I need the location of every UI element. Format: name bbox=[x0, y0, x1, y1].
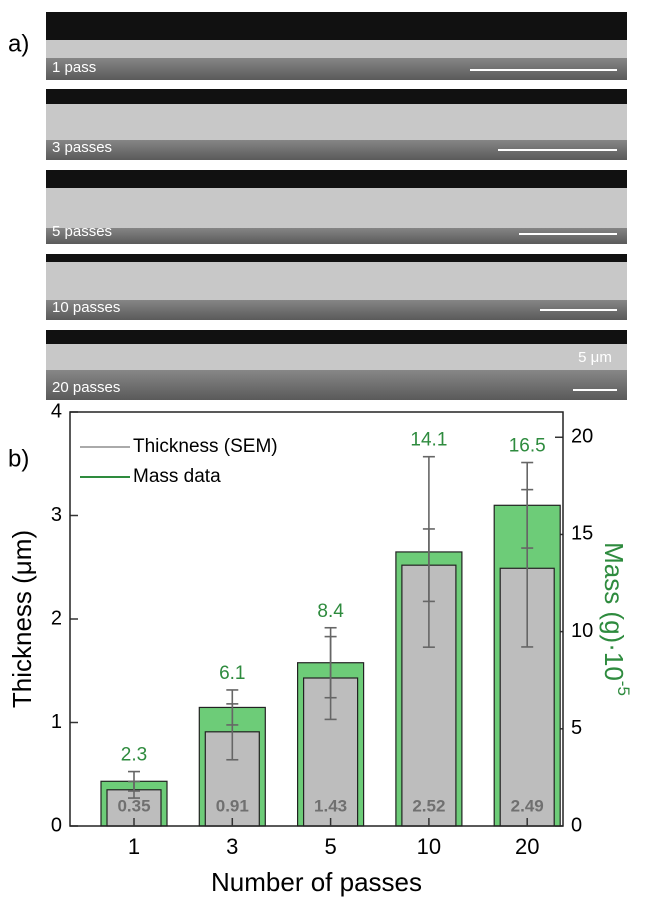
sem-film bbox=[46, 344, 627, 370]
panel-label: a) bbox=[8, 30, 29, 57]
y-tick-label: 4 bbox=[51, 400, 62, 422]
value-label: 1.43 bbox=[314, 796, 347, 815]
x-tick-label: 3 bbox=[226, 834, 238, 859]
value-label: 0.35 bbox=[117, 796, 150, 815]
sem-label: 3 passes bbox=[52, 139, 112, 156]
x-tick-label: 10 bbox=[417, 834, 441, 859]
legend-label: Thickness (SEM) bbox=[133, 436, 278, 457]
sem-film bbox=[46, 262, 627, 300]
sem-film bbox=[46, 104, 627, 140]
value-label: 6.1 bbox=[219, 663, 245, 684]
sem-label: 20 passes bbox=[52, 379, 120, 396]
value-label: 16.5 bbox=[509, 436, 546, 457]
sem-film bbox=[46, 40, 627, 58]
y2-tick-label: 0 bbox=[571, 814, 582, 836]
value-label: 0.91 bbox=[216, 796, 249, 815]
y2-axis-label: Mass (g)·10-5 bbox=[599, 542, 632, 696]
x-tick-label: 5 bbox=[324, 834, 336, 859]
y2-axis-label-main: Mass (g)·10 bbox=[599, 542, 629, 681]
legend-label: Mass data bbox=[133, 466, 221, 487]
sem-image: 10 passes bbox=[46, 254, 627, 320]
y-tick-label: 3 bbox=[51, 504, 62, 526]
value-label: 8.4 bbox=[317, 601, 344, 622]
sem-label: 1 pass bbox=[52, 59, 96, 76]
sem-label: 10 passes bbox=[52, 299, 120, 316]
y2-tick-label: 20 bbox=[571, 426, 593, 448]
scale-bar-label: 5 μm bbox=[578, 349, 612, 366]
value-label: 14.1 bbox=[410, 430, 447, 451]
sem-film bbox=[46, 188, 627, 228]
x-axis-label: Number of passes bbox=[211, 867, 422, 897]
y2-tick-label: 10 bbox=[571, 620, 593, 642]
value-label: 2.52 bbox=[412, 796, 445, 815]
sem-substrate bbox=[46, 298, 627, 320]
value-label: 2.49 bbox=[511, 796, 544, 815]
sem-images: 1 pass 3 passes 5 passes 10 passes 20 passes… bbox=[46, 12, 627, 400]
sem-image: 3 passes bbox=[46, 89, 627, 160]
sem-substrate bbox=[46, 368, 627, 400]
sem-image: 1 pass bbox=[46, 12, 627, 80]
sem-substrate bbox=[46, 56, 627, 80]
sem-label: 5 passes bbox=[52, 223, 112, 240]
y-tick-label: 2 bbox=[51, 607, 62, 629]
figure: a) 1 pass 3 passes 5 passes 10 passes 20 pas… bbox=[0, 0, 648, 900]
sem-image: 20 passes 5 μm bbox=[46, 330, 627, 400]
x-tick-label: 20 bbox=[515, 834, 539, 859]
page: a) 1 pass 3 passes 5 passes 10 passes 20 pas… bbox=[0, 0, 648, 905]
sem-image: 5 passes bbox=[46, 170, 627, 244]
y-axis-label: Thickness (μm) bbox=[7, 530, 37, 708]
x-tick-label: 1 bbox=[128, 834, 140, 859]
value-label: 2.3 bbox=[121, 745, 147, 766]
panel-label: b) bbox=[8, 445, 29, 472]
y2-tick-label: 15 bbox=[571, 523, 593, 545]
y-tick-label: 1 bbox=[51, 711, 62, 733]
y2-axis-label-superscript: -5 bbox=[614, 681, 633, 696]
y2-tick-label: 5 bbox=[571, 717, 582, 739]
y-tick-label: 0 bbox=[51, 814, 62, 836]
